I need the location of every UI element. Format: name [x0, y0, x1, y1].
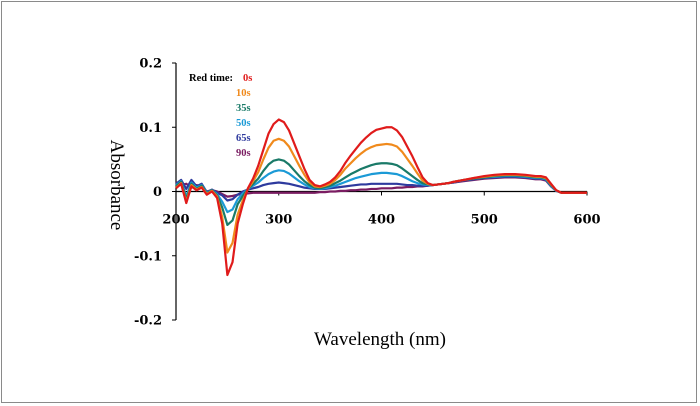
- legend-entry-35s: 35s: [236, 103, 251, 114]
- tick-labels: 0.2 0.1 0 -0.1 -0.2 200 300 400 500 600: [134, 57, 601, 329]
- x-tick-label: 500: [471, 213, 498, 228]
- series-lines: [175, 118, 587, 277]
- x-axis-title: Wavelength (nm): [314, 329, 446, 350]
- y-tick-label: 0.2: [139, 57, 162, 72]
- legend-title: Red time:: [189, 73, 233, 84]
- legend-entry-50s: 50s: [236, 118, 251, 129]
- x-tick-label: 600: [573, 213, 600, 228]
- axes: [172, 62, 588, 321]
- x-tick-label: 400: [368, 213, 395, 228]
- legend-entry-90s: 90s: [236, 148, 251, 159]
- legend-entry-0s: 0s: [243, 73, 252, 84]
- legend-entry-65s: 65s: [236, 133, 251, 144]
- y-tick-label: -0.2: [134, 314, 162, 329]
- legend: Red time: 0s 10s 35s 50s 65s 90s: [189, 73, 252, 159]
- x-tick-label: 200: [162, 213, 189, 228]
- y-axis-title: Absorbance: [106, 140, 127, 231]
- legend-entry-10s: 10s: [236, 88, 251, 99]
- y-tick-label: 0.1: [139, 121, 162, 136]
- series-line-0s: [175, 118, 587, 277]
- x-tick-label: 300: [265, 213, 292, 228]
- y-tick-label: 0: [153, 185, 162, 200]
- y-tick-label: -0.1: [134, 249, 162, 264]
